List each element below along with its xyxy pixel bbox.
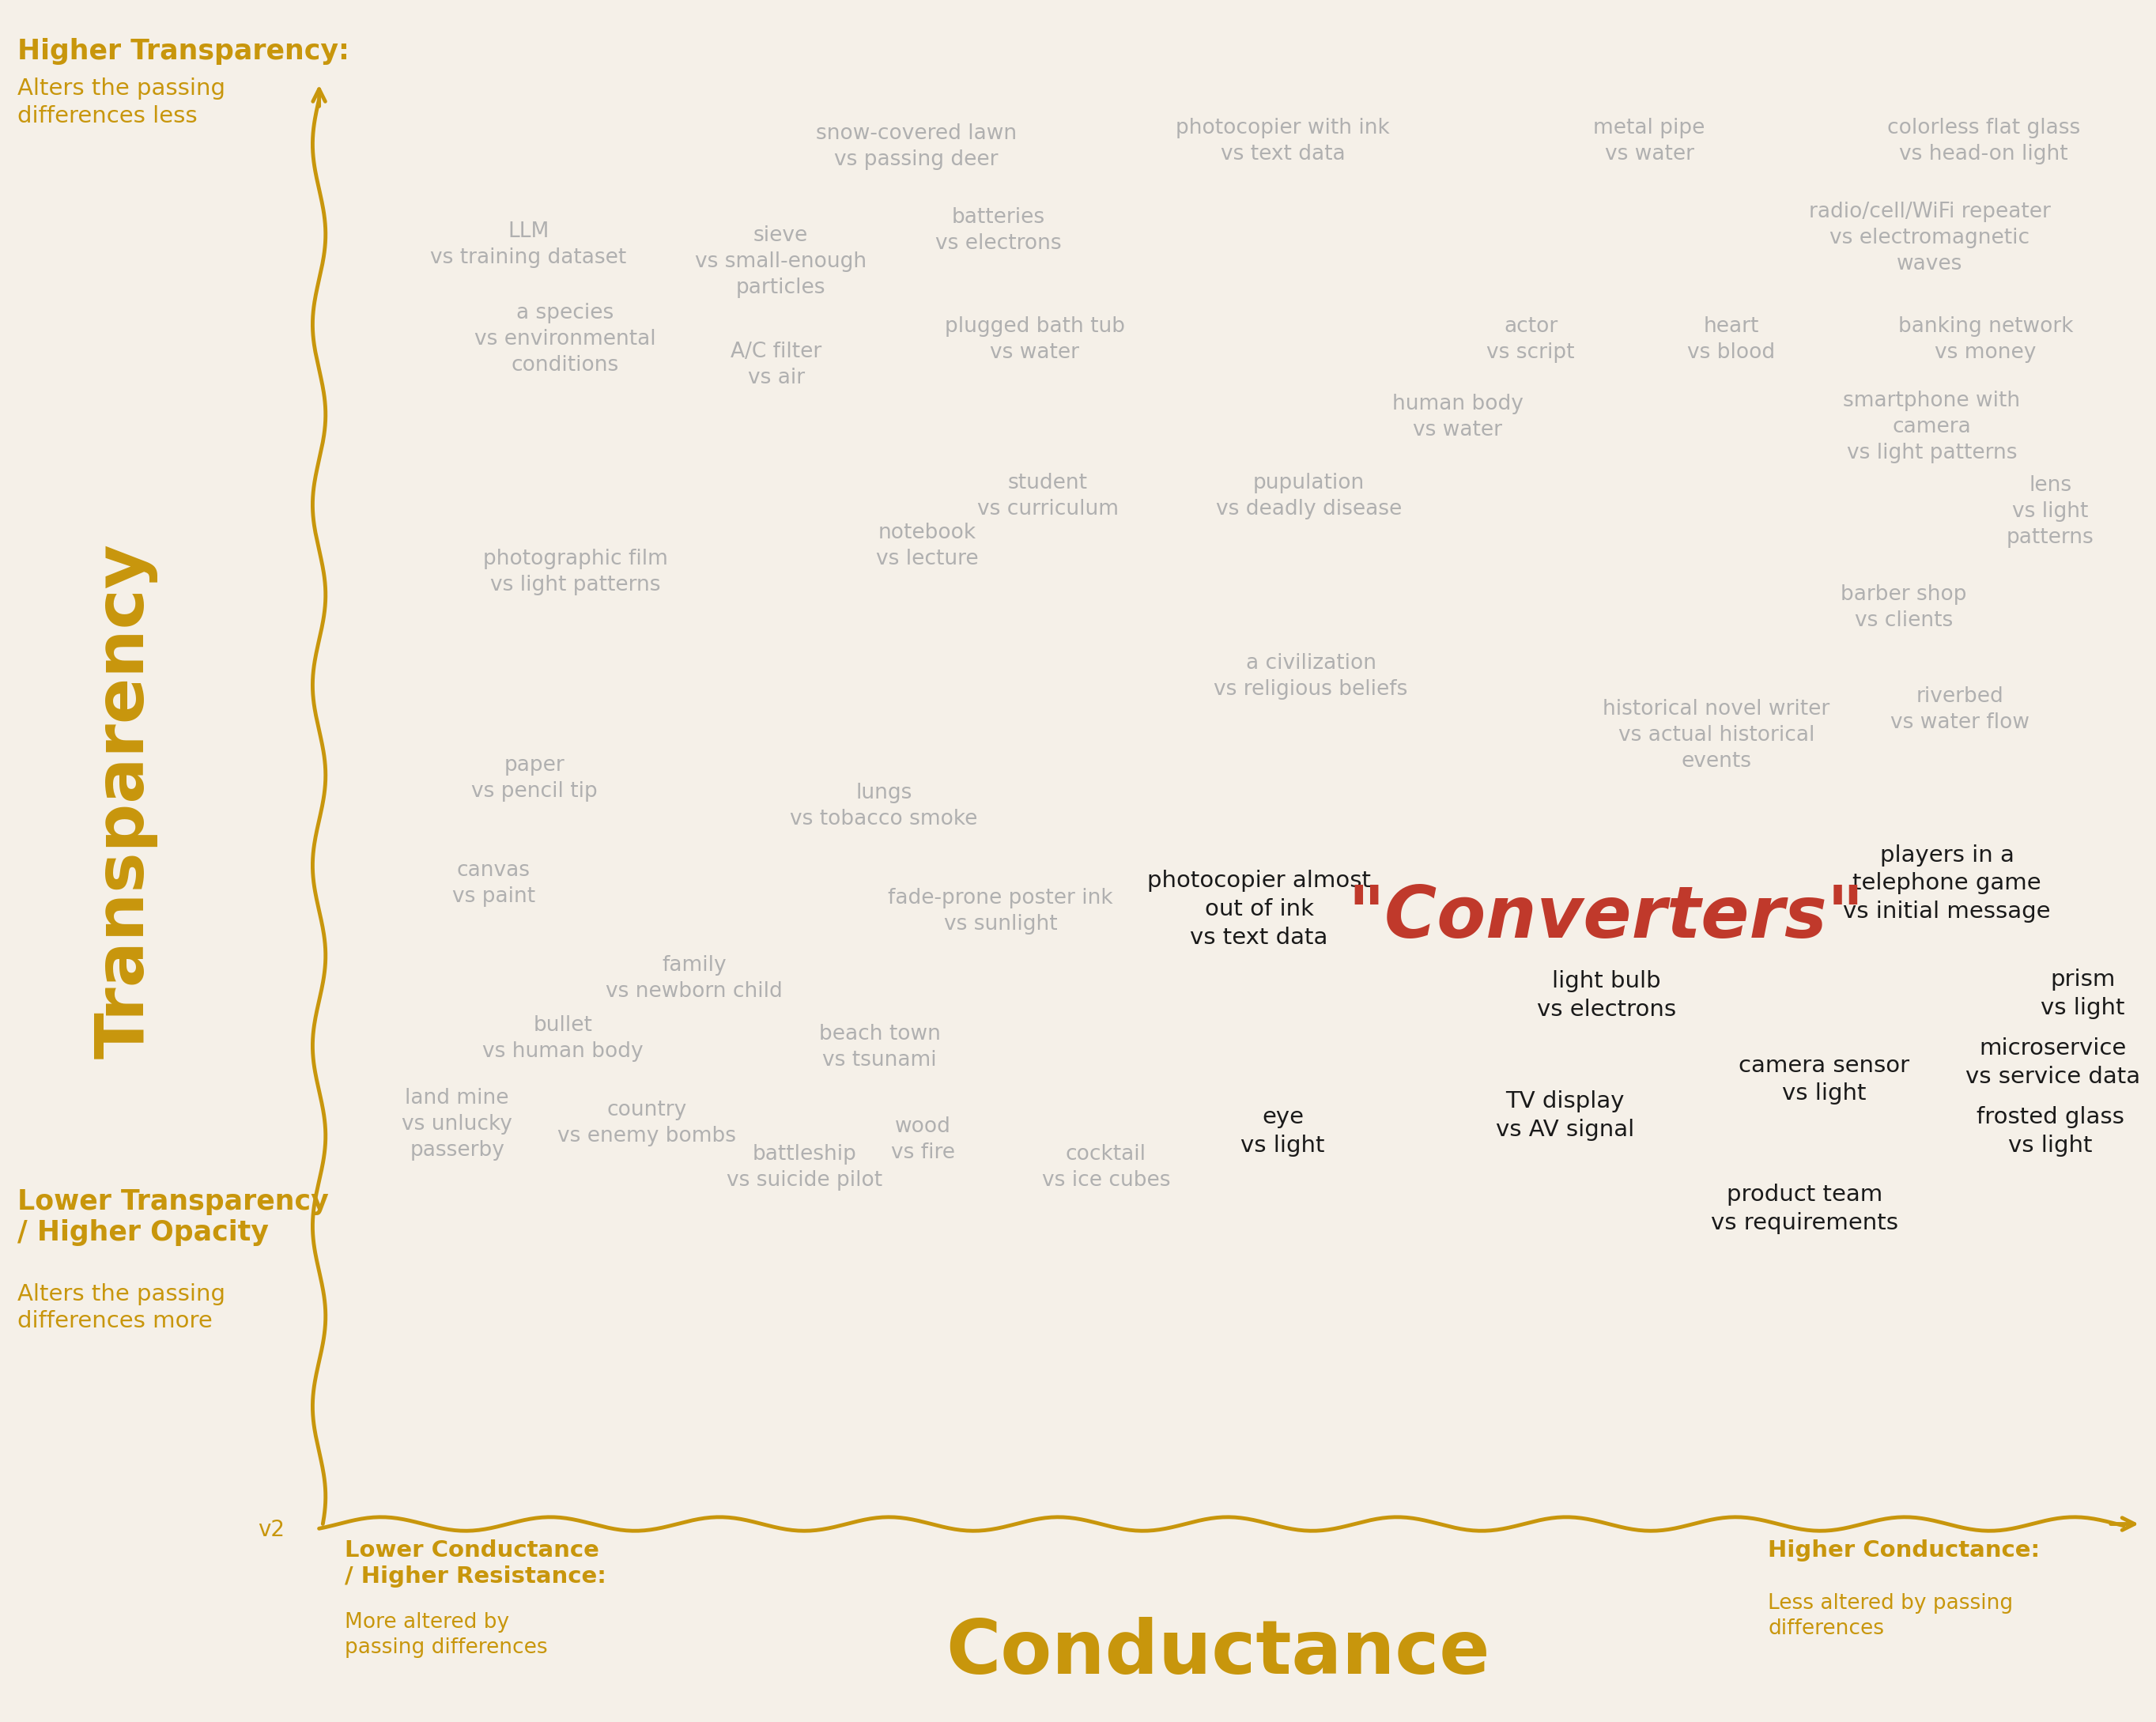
Text: "Converters": "Converters" xyxy=(1348,883,1865,952)
Text: paper
vs pencil tip: paper vs pencil tip xyxy=(472,754,597,802)
Text: Alters the passing
differences more: Alters the passing differences more xyxy=(17,1283,224,1333)
Text: banking network
vs money: banking network vs money xyxy=(1897,315,2074,363)
Text: beach town
vs tsunami: beach town vs tsunami xyxy=(819,1023,940,1071)
Text: TV display
vs AV signal: TV display vs AV signal xyxy=(1496,1090,1634,1142)
Text: lens
vs light
patterns: lens vs light patterns xyxy=(2007,475,2093,548)
Text: wood
vs fire: wood vs fire xyxy=(890,1116,955,1164)
Text: microservice
vs service data: microservice vs service data xyxy=(1964,1037,2141,1088)
Text: bullet
vs human body: bullet vs human body xyxy=(483,1014,642,1062)
Text: historical novel writer
vs actual historical
events: historical novel writer vs actual histor… xyxy=(1602,699,1830,771)
Text: product team
vs requirements: product team vs requirements xyxy=(1712,1183,1897,1235)
Text: snow-covered lawn
vs passing deer: snow-covered lawn vs passing deer xyxy=(815,122,1018,170)
Text: student
vs curriculum: student vs curriculum xyxy=(977,472,1119,520)
Text: photocopier with ink
vs text data: photocopier with ink vs text data xyxy=(1175,117,1391,165)
Text: battleship
vs suicide pilot: battleship vs suicide pilot xyxy=(727,1143,882,1192)
Text: metal pipe
vs water: metal pipe vs water xyxy=(1593,117,1705,165)
Text: smartphone with
camera
vs light patterns: smartphone with camera vs light patterns xyxy=(1843,391,2020,463)
Text: country
vs enemy bombs: country vs enemy bombs xyxy=(558,1099,735,1147)
Text: Higher Conductance:: Higher Conductance: xyxy=(1768,1539,2040,1562)
Text: Higher Transparency:: Higher Transparency: xyxy=(17,38,349,65)
Text: pupulation
vs deadly disease: pupulation vs deadly disease xyxy=(1216,472,1401,520)
Text: players in a
telephone game
vs initial message: players in a telephone game vs initial m… xyxy=(1843,844,2050,923)
Text: plugged bath tub
vs water: plugged bath tub vs water xyxy=(944,315,1125,363)
Text: camera sensor
vs light: camera sensor vs light xyxy=(1738,1054,1910,1106)
Text: family
vs newborn child: family vs newborn child xyxy=(606,954,783,1002)
Text: prism
vs light: prism vs light xyxy=(2040,968,2126,1019)
Text: fade-prone poster ink
vs sunlight: fade-prone poster ink vs sunlight xyxy=(888,887,1112,935)
Text: photographic film
vs light patterns: photographic film vs light patterns xyxy=(483,548,668,596)
Text: Lower Transparency
/ Higher Opacity: Lower Transparency / Higher Opacity xyxy=(17,1188,328,1247)
Text: canvas
vs paint: canvas vs paint xyxy=(453,859,535,907)
Text: heart
vs blood: heart vs blood xyxy=(1688,315,1774,363)
Text: colorless flat glass
vs head-on light: colorless flat glass vs head-on light xyxy=(1886,117,2081,165)
Text: light bulb
vs electrons: light bulb vs electrons xyxy=(1537,969,1675,1021)
Text: Transparency: Transparency xyxy=(93,542,157,1059)
Text: sieve
vs small-enough
particles: sieve vs small-enough particles xyxy=(694,226,867,298)
Text: Conductance: Conductance xyxy=(946,1617,1490,1689)
Text: cocktail
vs ice cubes: cocktail vs ice cubes xyxy=(1041,1143,1171,1192)
Text: land mine
vs unlucky
passerby: land mine vs unlucky passerby xyxy=(401,1088,513,1161)
Text: Less altered by passing
differences: Less altered by passing differences xyxy=(1768,1593,2014,1639)
Text: frosted glass
vs light: frosted glass vs light xyxy=(1977,1106,2124,1157)
Text: eye
vs light: eye vs light xyxy=(1240,1106,1326,1157)
Text: More altered by
passing differences: More altered by passing differences xyxy=(345,1612,548,1658)
Text: Lower Conductance
/ Higher Resistance:: Lower Conductance / Higher Resistance: xyxy=(345,1539,606,1588)
Text: a civilization
vs religious beliefs: a civilization vs religious beliefs xyxy=(1214,653,1408,701)
Text: barber shop
vs clients: barber shop vs clients xyxy=(1841,584,1966,632)
Text: batteries
vs electrons: batteries vs electrons xyxy=(936,207,1061,255)
Text: actor
vs script: actor vs script xyxy=(1488,315,1574,363)
Text: photocopier almost
out of ink
vs text data: photocopier almost out of ink vs text da… xyxy=(1147,870,1371,949)
Text: riverbed
vs water flow: riverbed vs water flow xyxy=(1891,685,2029,734)
Text: notebook
vs lecture: notebook vs lecture xyxy=(875,522,979,570)
Text: human body
vs water: human body vs water xyxy=(1393,393,1522,441)
Text: a species
vs environmental
conditions: a species vs environmental conditions xyxy=(474,303,655,375)
Text: lungs
vs tobacco smoke: lungs vs tobacco smoke xyxy=(789,782,979,830)
Text: LLM
vs training dataset: LLM vs training dataset xyxy=(429,220,627,269)
Text: radio/cell/WiFi repeater
vs electromagnetic
waves: radio/cell/WiFi repeater vs electromagne… xyxy=(1809,201,2050,274)
Text: Alters the passing
differences less: Alters the passing differences less xyxy=(17,77,224,127)
Text: v2: v2 xyxy=(259,1519,285,1541)
Text: A/C filter
vs air: A/C filter vs air xyxy=(731,341,821,389)
